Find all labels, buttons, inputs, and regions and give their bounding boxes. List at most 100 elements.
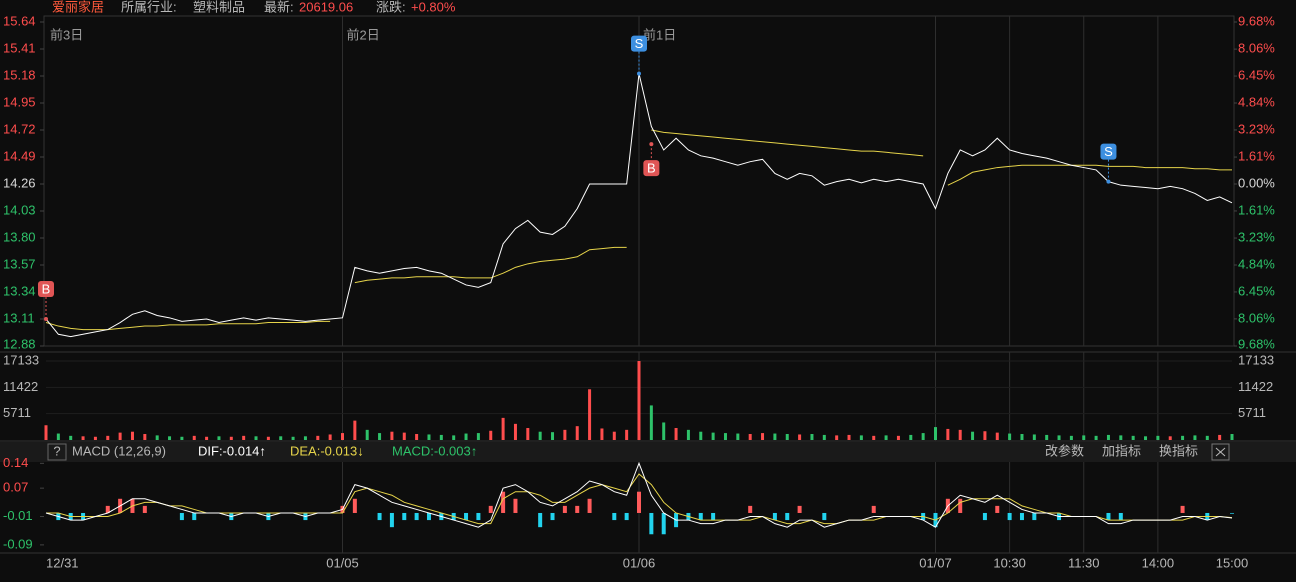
toolbar-button[interactable]: 加指标 bbox=[1102, 443, 1141, 458]
x-tick-label: 01/07 bbox=[919, 555, 952, 570]
y-tick-label: 14.26 bbox=[3, 175, 36, 190]
volume-bar bbox=[44, 425, 48, 440]
volume-bar bbox=[1045, 434, 1049, 440]
y2-tick-label: 0.00% bbox=[1238, 175, 1275, 190]
volume-tick-label: 5711 bbox=[1238, 405, 1266, 420]
y2-tick-label: 4.84% bbox=[1238, 256, 1275, 271]
volume-tick-label: 17133 bbox=[1238, 352, 1274, 367]
close-box[interactable] bbox=[1211, 443, 1230, 461]
latest-label: 最新: bbox=[264, 0, 294, 14]
volume-bar bbox=[884, 435, 888, 440]
macd-bar bbox=[426, 512, 431, 521]
marker-box bbox=[38, 281, 54, 297]
volume-bar bbox=[1069, 435, 1073, 440]
volume-bar bbox=[649, 405, 653, 440]
volume-bar bbox=[847, 434, 851, 440]
volume-bar bbox=[686, 429, 690, 440]
volume-bar bbox=[662, 422, 666, 440]
help-icon[interactable]: ? bbox=[53, 443, 60, 458]
x-tick-label: 01/05 bbox=[326, 555, 359, 570]
volume-bar bbox=[378, 433, 382, 440]
volume-bar bbox=[761, 433, 765, 440]
macd-bar bbox=[711, 512, 716, 521]
volume-bar bbox=[711, 432, 715, 440]
macd-bar bbox=[464, 512, 469, 521]
volume-bar bbox=[513, 423, 517, 440]
marker-box bbox=[631, 35, 647, 52]
volume-bar bbox=[1218, 434, 1222, 440]
volume-bar bbox=[723, 433, 727, 440]
x-tick-label: 10:30 bbox=[993, 555, 1026, 570]
volume-bar bbox=[934, 427, 937, 440]
volume-bar bbox=[971, 431, 975, 440]
marker-point bbox=[637, 71, 641, 76]
macd-bar bbox=[142, 505, 147, 513]
y-tick-label: 15.64 bbox=[3, 13, 36, 28]
y2-tick-label: 6.45% bbox=[1238, 283, 1275, 298]
macd-bar bbox=[1118, 512, 1123, 521]
volume-tick-label: 5711 bbox=[3, 405, 31, 420]
close-icon[interactable] bbox=[1215, 447, 1226, 457]
volume-bar bbox=[341, 433, 344, 440]
volume-bar bbox=[291, 436, 295, 440]
volume-bar bbox=[921, 433, 925, 440]
macd-bar bbox=[377, 512, 382, 521]
volume-bar bbox=[56, 433, 60, 440]
volume-bar bbox=[1032, 434, 1036, 440]
macd-bar bbox=[352, 498, 357, 513]
volume-bar bbox=[155, 435, 159, 440]
volume-bar bbox=[946, 428, 950, 440]
volume-bar bbox=[1082, 435, 1086, 440]
volume-bar bbox=[538, 431, 542, 440]
macd-tick-label: 0.14 bbox=[3, 455, 28, 470]
help-button[interactable] bbox=[47, 443, 67, 461]
macd-bar bbox=[1007, 512, 1012, 521]
toolbar-button[interactable]: 改参数 bbox=[1045, 443, 1084, 458]
marker-label: S bbox=[635, 36, 644, 51]
macd-bar bbox=[637, 491, 641, 513]
macd-bar bbox=[1106, 512, 1111, 521]
macd-bar bbox=[982, 512, 987, 521]
volume-bar bbox=[1020, 434, 1024, 440]
y2-tick-label: 6.45% bbox=[1238, 67, 1275, 82]
day-label: 前2日 bbox=[347, 27, 380, 42]
volume-bar bbox=[353, 420, 357, 440]
volume-bar bbox=[1008, 433, 1012, 440]
macd-bar bbox=[1032, 512, 1037, 521]
average-line bbox=[947, 164, 1232, 186]
volume-bar bbox=[168, 436, 172, 440]
macd-bar bbox=[562, 505, 567, 513]
toolbar-button[interactable]: 换指标 bbox=[1159, 443, 1198, 458]
y-tick-label: 12.88 bbox=[3, 336, 36, 351]
volume-bar bbox=[476, 433, 480, 440]
close-button[interactable] bbox=[1211, 443, 1230, 461]
dif-line bbox=[45, 461, 1233, 528]
volume-bar bbox=[1094, 435, 1098, 440]
volume-bar bbox=[130, 431, 134, 440]
volume-bar bbox=[192, 435, 196, 440]
y2-tick-label: 9.68% bbox=[1238, 336, 1275, 351]
volume-bar bbox=[699, 431, 703, 440]
volume-bar bbox=[526, 428, 530, 440]
y2-tick-label: 1.61% bbox=[1238, 202, 1275, 217]
y2-tick-label: 1.61% bbox=[1238, 148, 1275, 163]
y-tick-label: 13.34 bbox=[3, 283, 36, 298]
macd-legend: MACD:-0.003↑ bbox=[392, 443, 477, 458]
macd-title: MACD (12,26,9) bbox=[72, 443, 166, 458]
change: +0.80% bbox=[411, 0, 456, 14]
volume-tick-label: 11422 bbox=[1238, 379, 1273, 394]
dea-legend: DEA:-0.013↓ bbox=[290, 443, 364, 458]
volume-bar bbox=[995, 432, 999, 440]
volume-bar bbox=[896, 435, 900, 440]
x-tick-label: 12/31 bbox=[46, 555, 79, 570]
marker-point bbox=[1106, 179, 1111, 184]
marker-label: B bbox=[647, 161, 656, 176]
volume-tick-label: 11422 bbox=[3, 379, 38, 394]
volume-bar bbox=[1181, 435, 1185, 440]
volume-bar bbox=[118, 432, 122, 440]
y2-tick-label: 3.23% bbox=[1238, 229, 1275, 244]
macd-bar bbox=[772, 512, 777, 521]
macd-tick-label: 0.07 bbox=[3, 480, 28, 495]
